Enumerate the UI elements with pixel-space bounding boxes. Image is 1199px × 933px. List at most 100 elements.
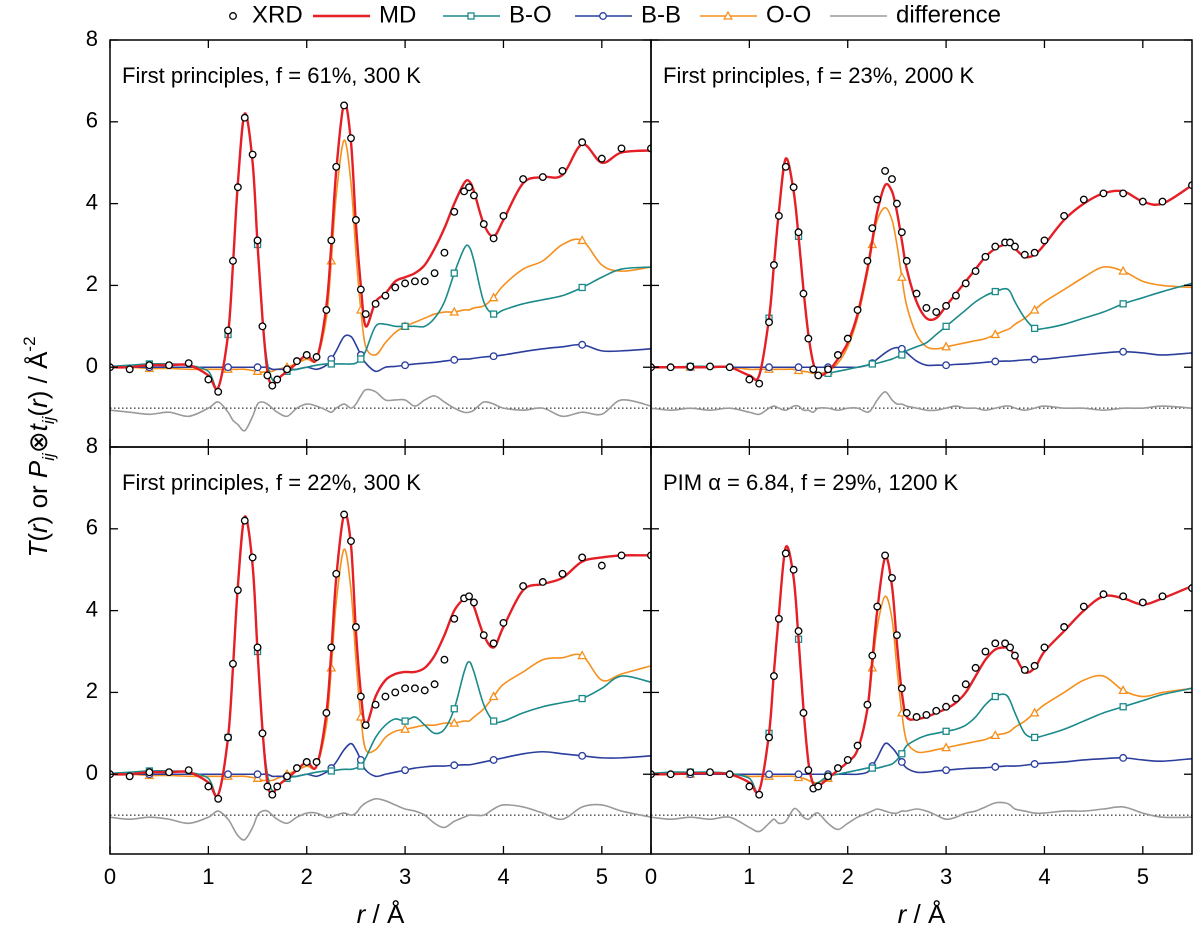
marker	[804, 334, 813, 343]
marker	[283, 772, 292, 781]
panel-title: PIM α = 6.84, f = 29%, 1200 K	[663, 470, 959, 495]
marker	[253, 770, 262, 779]
marker	[863, 256, 872, 265]
marker	[814, 782, 823, 791]
marker	[391, 283, 400, 292]
marker	[125, 772, 134, 781]
marker	[268, 381, 277, 390]
marker	[401, 279, 410, 288]
marker	[214, 794, 223, 803]
x-tick-label: 5	[596, 864, 608, 889]
marker	[410, 277, 419, 286]
series-line	[651, 390, 1192, 416]
marker	[460, 187, 469, 196]
y-axis-label-part: ⊗	[23, 431, 53, 453]
marker	[1020, 250, 1029, 259]
y-axis-label-part: P	[23, 460, 53, 478]
marker	[1029, 707, 1040, 717]
marker	[204, 375, 213, 384]
panel-frame	[650, 446, 1193, 855]
y-tick-label: 4	[86, 596, 98, 621]
marker	[538, 578, 547, 586]
marker	[666, 363, 675, 372]
marker	[401, 684, 410, 693]
marker	[145, 361, 154, 370]
marker	[312, 353, 321, 361]
marker	[942, 322, 950, 330]
marker	[224, 363, 232, 372]
marker	[292, 764, 301, 773]
marker	[755, 790, 764, 799]
marker	[1030, 324, 1039, 333]
marker	[666, 770, 675, 779]
y-axis-label-part: ij	[39, 415, 58, 424]
marker	[981, 647, 990, 656]
y-axis-label-part: (	[23, 533, 53, 542]
marker	[125, 365, 134, 374]
marker	[465, 592, 473, 601]
marker	[449, 717, 460, 727]
series-line	[110, 101, 651, 391]
marker	[1020, 665, 1029, 674]
legend-label: XRD	[252, 1, 303, 28]
y-tick-label: 2	[86, 678, 98, 703]
marker	[340, 101, 349, 110]
y-tick-label: 6	[86, 515, 98, 540]
marker	[617, 551, 626, 560]
marker	[332, 569, 341, 578]
marker	[932, 706, 941, 715]
marker	[347, 537, 355, 546]
marker	[765, 733, 773, 742]
marker	[327, 643, 336, 652]
marker	[799, 708, 808, 717]
marker	[961, 279, 970, 288]
marker	[1119, 189, 1128, 198]
marker	[248, 150, 257, 159]
marker	[371, 299, 380, 308]
marker	[302, 351, 311, 359]
marker	[804, 766, 813, 775]
plot-area	[110, 510, 651, 841]
x-tick-label: 3	[399, 864, 411, 889]
marker	[868, 764, 876, 772]
marker	[1138, 598, 1147, 607]
marker	[991, 357, 1000, 366]
marker	[381, 291, 390, 300]
x-tick-label: 0	[645, 864, 657, 889]
panel-frame	[109, 446, 652, 855]
x-axis-label: r / Å	[357, 899, 405, 929]
marker	[469, 598, 478, 607]
marker	[892, 199, 901, 208]
x-axis-label: r / Å	[898, 899, 946, 929]
marker	[1119, 753, 1128, 762]
marker	[1030, 248, 1039, 257]
marker	[781, 162, 790, 171]
marker	[991, 287, 999, 296]
panel-title: First principles, f = 22%, 300 K	[122, 470, 421, 495]
marker	[450, 269, 458, 277]
marker	[991, 639, 1000, 648]
legend-marker	[723, 10, 733, 20]
marker	[479, 631, 488, 640]
marker	[268, 790, 277, 799]
y-axis-label-part: ) or	[23, 478, 53, 524]
marker	[1060, 211, 1069, 220]
legend-label: MD	[379, 1, 416, 28]
marker	[371, 700, 380, 709]
marker	[233, 183, 242, 192]
marker	[853, 741, 862, 750]
marker	[888, 573, 896, 582]
marker	[781, 549, 790, 558]
marker	[302, 758, 311, 766]
series-line	[110, 139, 651, 373]
marker	[273, 375, 282, 384]
panel-title: First principles, f = 23%, 2000 K	[663, 63, 975, 88]
series-line	[110, 512, 651, 798]
marker	[794, 627, 803, 636]
marker	[898, 351, 906, 359]
series-line	[110, 548, 651, 782]
x-tick-label: 4	[497, 864, 509, 889]
y-axis-label-part: r	[23, 398, 53, 408]
marker	[951, 694, 960, 703]
